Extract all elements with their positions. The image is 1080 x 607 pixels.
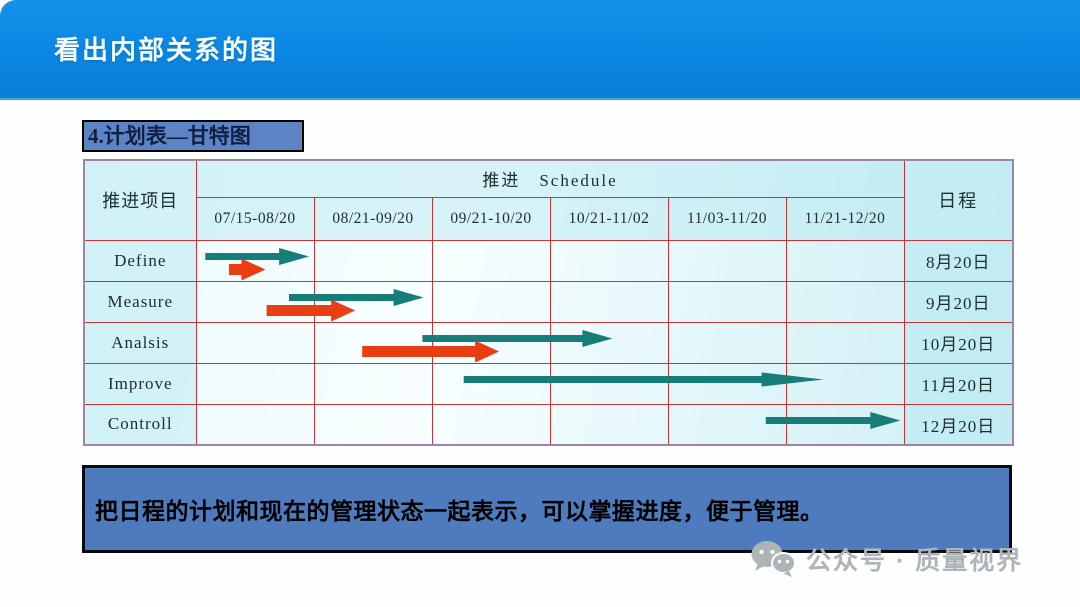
task-row: Define 8月20日	[83, 239, 1014, 282]
gantt-cell	[313, 321, 433, 364]
period-cell: 10/21-11/02	[549, 196, 669, 241]
note-box: 把日程的计划和现在的管理状态一起表示，可以掌握进度，便于管理。	[82, 465, 1012, 553]
schedule-header: 推进 Schedule	[195, 159, 905, 198]
gantt-cell	[785, 362, 905, 405]
gantt-cell	[195, 280, 315, 323]
task-row: Measure 9月20日	[83, 280, 1014, 323]
gantt-cell	[195, 321, 315, 364]
due-date: 11月20日	[903, 362, 1014, 405]
gantt-chart: 推进项目 推进 Schedule 日程 07/15-08/20 08/21-09/…	[83, 159, 1015, 446]
gantt-cell	[431, 362, 551, 405]
slide-header-banner: 看出内部关系的图	[0, 0, 1080, 100]
gantt-cell	[431, 239, 551, 282]
gantt-cell	[195, 239, 315, 282]
section-title-box: 4.计划表—甘特图	[82, 120, 304, 152]
gantt-cell	[431, 280, 551, 323]
period-cell: 11/21-12/20	[785, 196, 905, 241]
task-label: Define	[83, 239, 197, 282]
slide-title: 看出内部关系的图	[54, 35, 279, 65]
gantt-cell	[549, 362, 669, 405]
duedate-header: 日程	[903, 159, 1014, 241]
gantt-cell	[313, 280, 433, 323]
gantt-cell	[785, 280, 905, 323]
task-row: Improve 11月20日	[83, 362, 1014, 405]
period-cell: 11/03-11/20	[667, 196, 787, 241]
due-date: 9月20日	[903, 280, 1014, 323]
task-row: Analsis 10月20日	[83, 321, 1014, 364]
watermark-text: 公众号 · 质量视界	[806, 547, 1024, 575]
due-date: 10月20日	[903, 321, 1014, 364]
gantt-cell	[195, 362, 315, 405]
task-label: Measure	[83, 280, 197, 323]
gantt-cell	[549, 280, 669, 323]
note-text: 把日程的计划和现在的管理状态一起表示，可以掌握进度，便于管理。	[95, 498, 824, 524]
watermark: 公众号 · 质量视界	[750, 540, 1023, 578]
gantt-cell	[313, 239, 433, 282]
gantt-cell	[549, 321, 669, 364]
gantt-cell	[667, 362, 787, 405]
wechat-icon	[751, 541, 796, 577]
gantt-cell	[667, 403, 787, 446]
gantt-cell	[785, 321, 905, 364]
gantt-table: 推进项目 推进 Schedule 日程 07/15-08/20 08/21-09/…	[83, 159, 1015, 446]
gantt-cell	[313, 403, 433, 446]
due-date: 8月20日	[903, 239, 1014, 282]
task-row: Controll 12月20日	[83, 403, 1014, 446]
task-label: Analsis	[83, 321, 197, 364]
gantt-cell	[549, 239, 669, 282]
due-date: 12月20日	[903, 403, 1014, 446]
task-label: Controll	[83, 403, 197, 446]
gantt-cell	[785, 403, 905, 446]
task-label: Improve	[83, 362, 197, 405]
gantt-cell	[785, 239, 905, 282]
period-cell: 09/21-10/20	[431, 196, 551, 241]
period-cell: 08/21-09/20	[313, 196, 433, 241]
gantt-cell	[431, 321, 551, 364]
gantt-cell	[667, 280, 787, 323]
period-cell: 07/15-08/20	[195, 196, 315, 241]
gantt-cell	[667, 239, 787, 282]
gantt-cell	[431, 403, 551, 446]
period-header-row: 07/15-08/20 08/21-09/20 09/21-10/20 10/21-1…	[84, 196, 1013, 241]
gantt-cell	[667, 321, 787, 364]
gantt-cell	[549, 403, 669, 446]
gantt-cell	[195, 403, 315, 446]
gantt-cell	[313, 362, 433, 405]
corner-header: 推进项目	[83, 159, 197, 241]
